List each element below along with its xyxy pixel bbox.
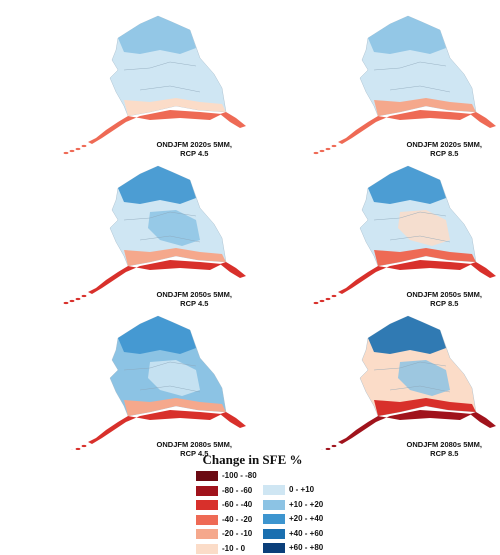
panel-label-line1: ONDJFM 2050s 5MM, — [407, 290, 482, 299]
legend-swatch — [263, 514, 285, 524]
island — [64, 302, 69, 304]
legend-swatch — [263, 543, 285, 553]
legend-swatch — [196, 529, 218, 539]
legend-swatch — [196, 515, 218, 525]
arctic-region — [368, 316, 446, 354]
island — [70, 150, 75, 152]
island — [332, 145, 337, 147]
legend-swatch — [263, 500, 285, 510]
legend-swatch — [196, 500, 218, 510]
arctic-region — [118, 166, 196, 204]
panel-label-2020s-rcp85: ONDJFM 2020s 5MM,RCP 8.5 — [407, 140, 482, 158]
legend-swatch — [196, 471, 218, 481]
southeast-panhandle — [220, 412, 246, 428]
panel-label-line2: RCP 4.5 — [157, 149, 232, 158]
panel-label-line2: RCP 8.5 — [407, 149, 482, 158]
southeast-panhandle — [220, 262, 246, 278]
legend-label: +10 - +20 — [289, 499, 323, 511]
legend-label: +20 - +40 — [289, 513, 323, 525]
panel-label-line1: ONDJFM 2080s 5MM, — [407, 440, 482, 449]
legend-label: +40 - +60 — [289, 528, 323, 540]
panel-label-line2: RCP 8.5 — [407, 449, 482, 458]
map-panel-2020s-rcp45 — [64, 16, 246, 154]
island — [320, 150, 325, 152]
panel-label-line2: RCP 8.5 — [407, 299, 482, 308]
panel-label-2080s-rcp45: ONDJFM 2080s 5MM,RCP 4.5 — [157, 440, 232, 458]
legend-swatch — [263, 485, 285, 495]
legend-label: -10 - 0 — [222, 543, 245, 555]
southeast-panhandle — [470, 262, 496, 278]
arctic-region — [118, 316, 196, 354]
map-panel-2020s-rcp85 — [314, 16, 496, 154]
legend-swatch — [263, 529, 285, 539]
island — [326, 448, 331, 450]
map-panel-2050s-rcp45 — [64, 166, 246, 304]
legend-swatch — [196, 486, 218, 496]
legend-label: +60 - +80 — [289, 542, 323, 554]
aleutian-chain — [88, 410, 222, 444]
alaska-map-grid — [0, 0, 500, 450]
island — [76, 298, 81, 300]
island — [76, 148, 81, 150]
island — [326, 148, 331, 150]
legend-swatch — [196, 544, 218, 554]
island — [82, 445, 87, 447]
legend-label: -40 - -20 — [222, 514, 252, 526]
island — [82, 145, 87, 147]
panel-label-line1: ONDJFM 2020s 5MM, — [407, 140, 482, 149]
southeast-panhandle — [470, 412, 496, 428]
panel-label-2020s-rcp45: ONDJFM 2020s 5MM,RCP 4.5 — [157, 140, 232, 158]
legend-label: -60 - -40 — [222, 499, 252, 511]
island — [82, 295, 87, 297]
island — [314, 152, 319, 154]
southeast-panhandle — [220, 112, 246, 128]
legend-label: 0 - +10 — [289, 484, 314, 496]
arctic-region — [368, 16, 446, 54]
arctic-region — [118, 16, 196, 54]
southeast-panhandle — [470, 112, 496, 128]
map-panel-2080s-rcp85 — [314, 316, 496, 450]
island — [320, 300, 325, 302]
island — [314, 302, 319, 304]
aleutian-chain — [88, 110, 222, 144]
panel-label-line1: ONDJFM 2050s 5MM, — [157, 290, 232, 299]
island — [332, 445, 337, 447]
legend-label: -100 - -80 — [222, 470, 257, 482]
legend-label: -20 - -10 — [222, 528, 252, 540]
island — [332, 295, 337, 297]
panel-label-line1: ONDJFM 2080s 5MM, — [157, 440, 232, 449]
aleutian-chain — [88, 260, 222, 294]
aleutian-chain — [338, 410, 472, 444]
panel-label-line2: RCP 4.5 — [157, 299, 232, 308]
panel-label-line2: RCP 4.5 — [157, 449, 232, 458]
island — [326, 298, 331, 300]
island — [70, 300, 75, 302]
aleutian-chain — [338, 260, 472, 294]
legend-label: -80 - -60 — [222, 485, 252, 497]
aleutian-chain — [338, 110, 472, 144]
island — [76, 448, 81, 450]
panel-label-2080s-rcp85: ONDJFM 2080s 5MM,RCP 8.5 — [407, 440, 482, 458]
map-panel-2050s-rcp85 — [314, 166, 496, 304]
map-panel-2080s-rcp45 — [64, 316, 246, 450]
panel-label-2050s-rcp45: ONDJFM 2050s 5MM,RCP 4.5 — [157, 290, 232, 308]
panel-label-line1: ONDJFM 2020s 5MM, — [157, 140, 232, 149]
panel-label-2050s-rcp85: ONDJFM 2050s 5MM,RCP 8.5 — [407, 290, 482, 308]
island — [64, 152, 69, 154]
arctic-region — [368, 166, 446, 204]
